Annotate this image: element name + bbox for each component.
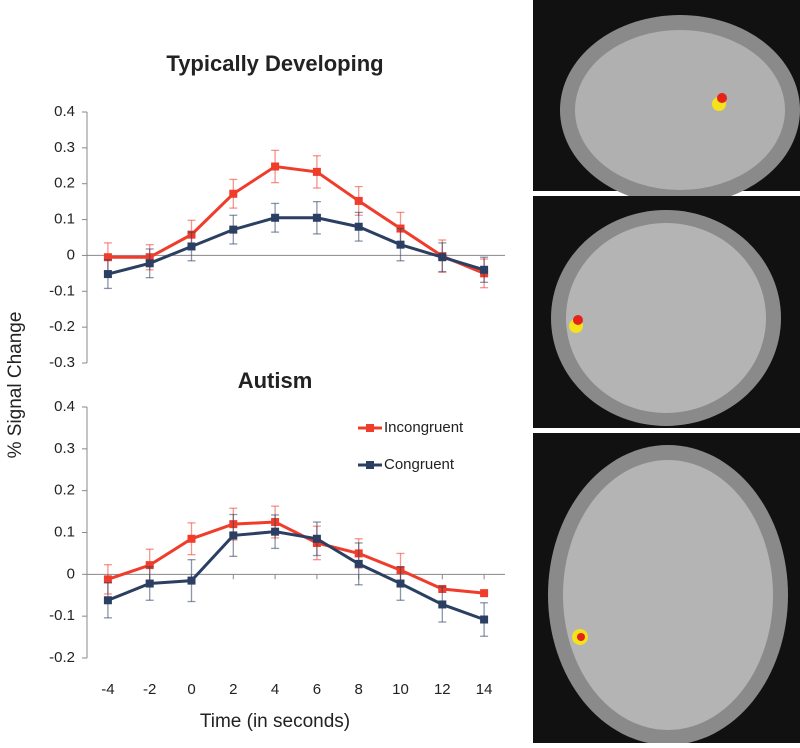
y-tick-label: 0.1 bbox=[54, 211, 75, 228]
x-tick-label: 12 bbox=[434, 681, 451, 698]
activation bbox=[717, 93, 727, 103]
point-marker bbox=[438, 253, 447, 262]
series-line bbox=[107, 164, 485, 275]
y-tick-label: 0.4 bbox=[54, 398, 75, 415]
point-marker bbox=[187, 534, 196, 543]
point-marker bbox=[312, 213, 321, 222]
point-marker bbox=[354, 222, 363, 231]
y-axis-label: % Signal Change bbox=[5, 312, 26, 459]
series-line bbox=[107, 216, 485, 276]
point-marker bbox=[312, 167, 321, 176]
point-marker bbox=[312, 534, 321, 543]
point-marker bbox=[396, 240, 405, 249]
point-marker bbox=[187, 242, 196, 251]
point-marker bbox=[271, 213, 280, 222]
legend-label: Congruent bbox=[384, 456, 455, 473]
y-tick-label: -0.1 bbox=[49, 282, 75, 299]
point-marker bbox=[480, 589, 489, 598]
point-marker bbox=[229, 189, 238, 198]
x-tick-label: 14 bbox=[476, 681, 493, 698]
x-axis-label: Time (in seconds) bbox=[200, 711, 350, 732]
y-tick-label: 0.2 bbox=[54, 482, 75, 499]
point-marker bbox=[271, 527, 280, 536]
chart-title: Typically Developing bbox=[166, 51, 383, 76]
y-tick-label: -0.1 bbox=[49, 607, 75, 624]
brain-shape bbox=[575, 30, 785, 190]
x-tick-label: -4 bbox=[101, 681, 114, 698]
point-marker bbox=[354, 559, 363, 568]
point-marker bbox=[103, 596, 112, 605]
y-tick-label: -0.3 bbox=[49, 354, 75, 371]
point-marker bbox=[145, 579, 154, 588]
point-marker bbox=[480, 615, 489, 624]
point-marker bbox=[438, 600, 447, 609]
y-tick-label: 0.4 bbox=[54, 103, 75, 120]
point-marker bbox=[145, 561, 154, 570]
chart-title: Autism bbox=[238, 368, 313, 393]
point-marker bbox=[103, 253, 112, 262]
y-tick-label: 0.3 bbox=[54, 440, 75, 457]
x-tick-label: 6 bbox=[313, 681, 321, 698]
y-tick-label: 0 bbox=[67, 565, 75, 582]
point-marker bbox=[229, 531, 238, 540]
point-marker bbox=[480, 265, 489, 274]
x-tick-label: -2 bbox=[143, 681, 156, 698]
point-marker bbox=[271, 162, 280, 171]
y-tick-label: 0.1 bbox=[54, 523, 75, 540]
brain-shape bbox=[563, 460, 773, 730]
x-tick-label: 0 bbox=[187, 681, 195, 698]
series-line bbox=[107, 520, 485, 595]
x-tick-label: 10 bbox=[392, 681, 409, 698]
series-line bbox=[107, 530, 485, 621]
brain-shape bbox=[566, 223, 766, 413]
point-marker bbox=[396, 579, 405, 588]
x-tick-label: 2 bbox=[229, 681, 237, 698]
point-marker bbox=[145, 259, 154, 268]
activation bbox=[577, 633, 585, 641]
legend-marker bbox=[366, 461, 374, 469]
y-tick-label: -0.2 bbox=[49, 318, 75, 335]
y-tick-label: 0.3 bbox=[54, 139, 75, 156]
y-tick-label: 0.2 bbox=[54, 175, 75, 192]
x-tick-label: 8 bbox=[355, 681, 363, 698]
y-tick-label: -0.2 bbox=[49, 649, 75, 666]
point-marker bbox=[103, 270, 112, 279]
brain-images bbox=[533, 0, 800, 745]
point-marker bbox=[187, 576, 196, 585]
legend-label: Incongruent bbox=[384, 419, 464, 436]
point-marker bbox=[103, 575, 112, 584]
legend-marker bbox=[366, 424, 374, 432]
y-tick-label: 0 bbox=[67, 246, 75, 263]
x-tick-label: 4 bbox=[271, 681, 279, 698]
point-marker bbox=[354, 196, 363, 205]
activation bbox=[573, 315, 583, 325]
point-marker bbox=[229, 225, 238, 234]
